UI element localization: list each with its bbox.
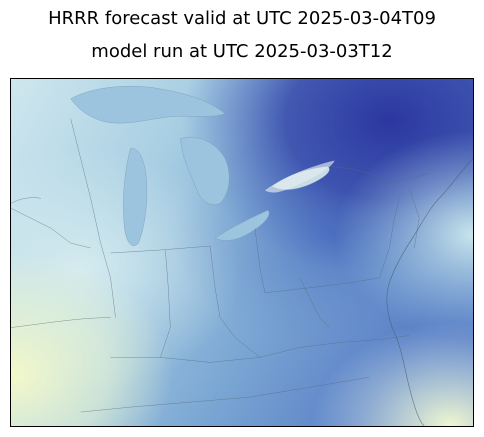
figure-title-valid-time: HRRR forecast valid at UTC 2025-03-04T09: [0, 8, 484, 29]
figure-title-model-run: model run at UTC 2025-03-03T12: [0, 41, 484, 62]
forecast-map-canvas: [11, 79, 473, 426]
forecast-map: [10, 78, 474, 427]
